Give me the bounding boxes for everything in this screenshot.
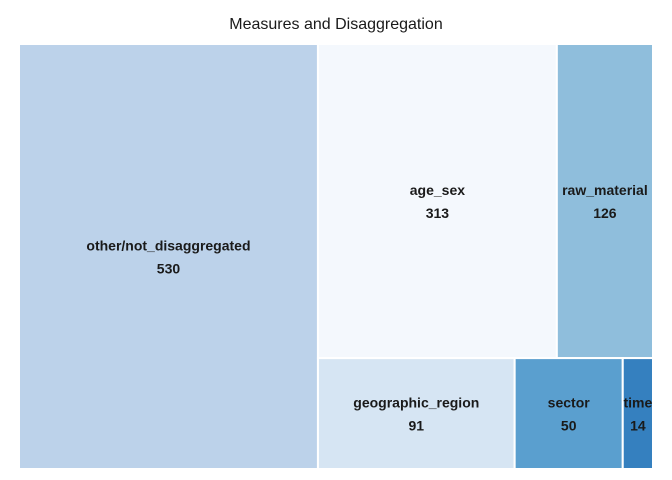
treemap-tile-sector [513,357,624,471]
tile-value-geographic-region: 91 [409,418,425,434]
tile-label-age-sex: age_sex [410,182,465,198]
chart-title: Measures and Disaggregation [229,16,443,33]
tile-value-time: 14 [630,418,646,434]
treemap-tile-geographic-region [316,357,516,471]
tile-label-other-not-disaggregated: other/not_disaggregated [86,238,250,254]
treemap-tile-age-sex [316,43,558,360]
tile-label-time: time [623,395,652,411]
treemap-tile-time [621,357,654,471]
tile-value-raw-material: 126 [593,205,617,221]
tile-value-age-sex: 313 [426,205,450,221]
tile-label-sector: sector [548,395,591,411]
tile-label-raw-material: raw_material [562,182,648,198]
treemap-tile-other-not-disaggregated [18,43,319,470]
tile-label-geographic-region: geographic_region [353,395,479,411]
tile-value-sector: 50 [561,418,577,434]
treemap-tile-raw-material [555,43,655,360]
tile-value-other-not-disaggregated: 530 [157,261,181,277]
